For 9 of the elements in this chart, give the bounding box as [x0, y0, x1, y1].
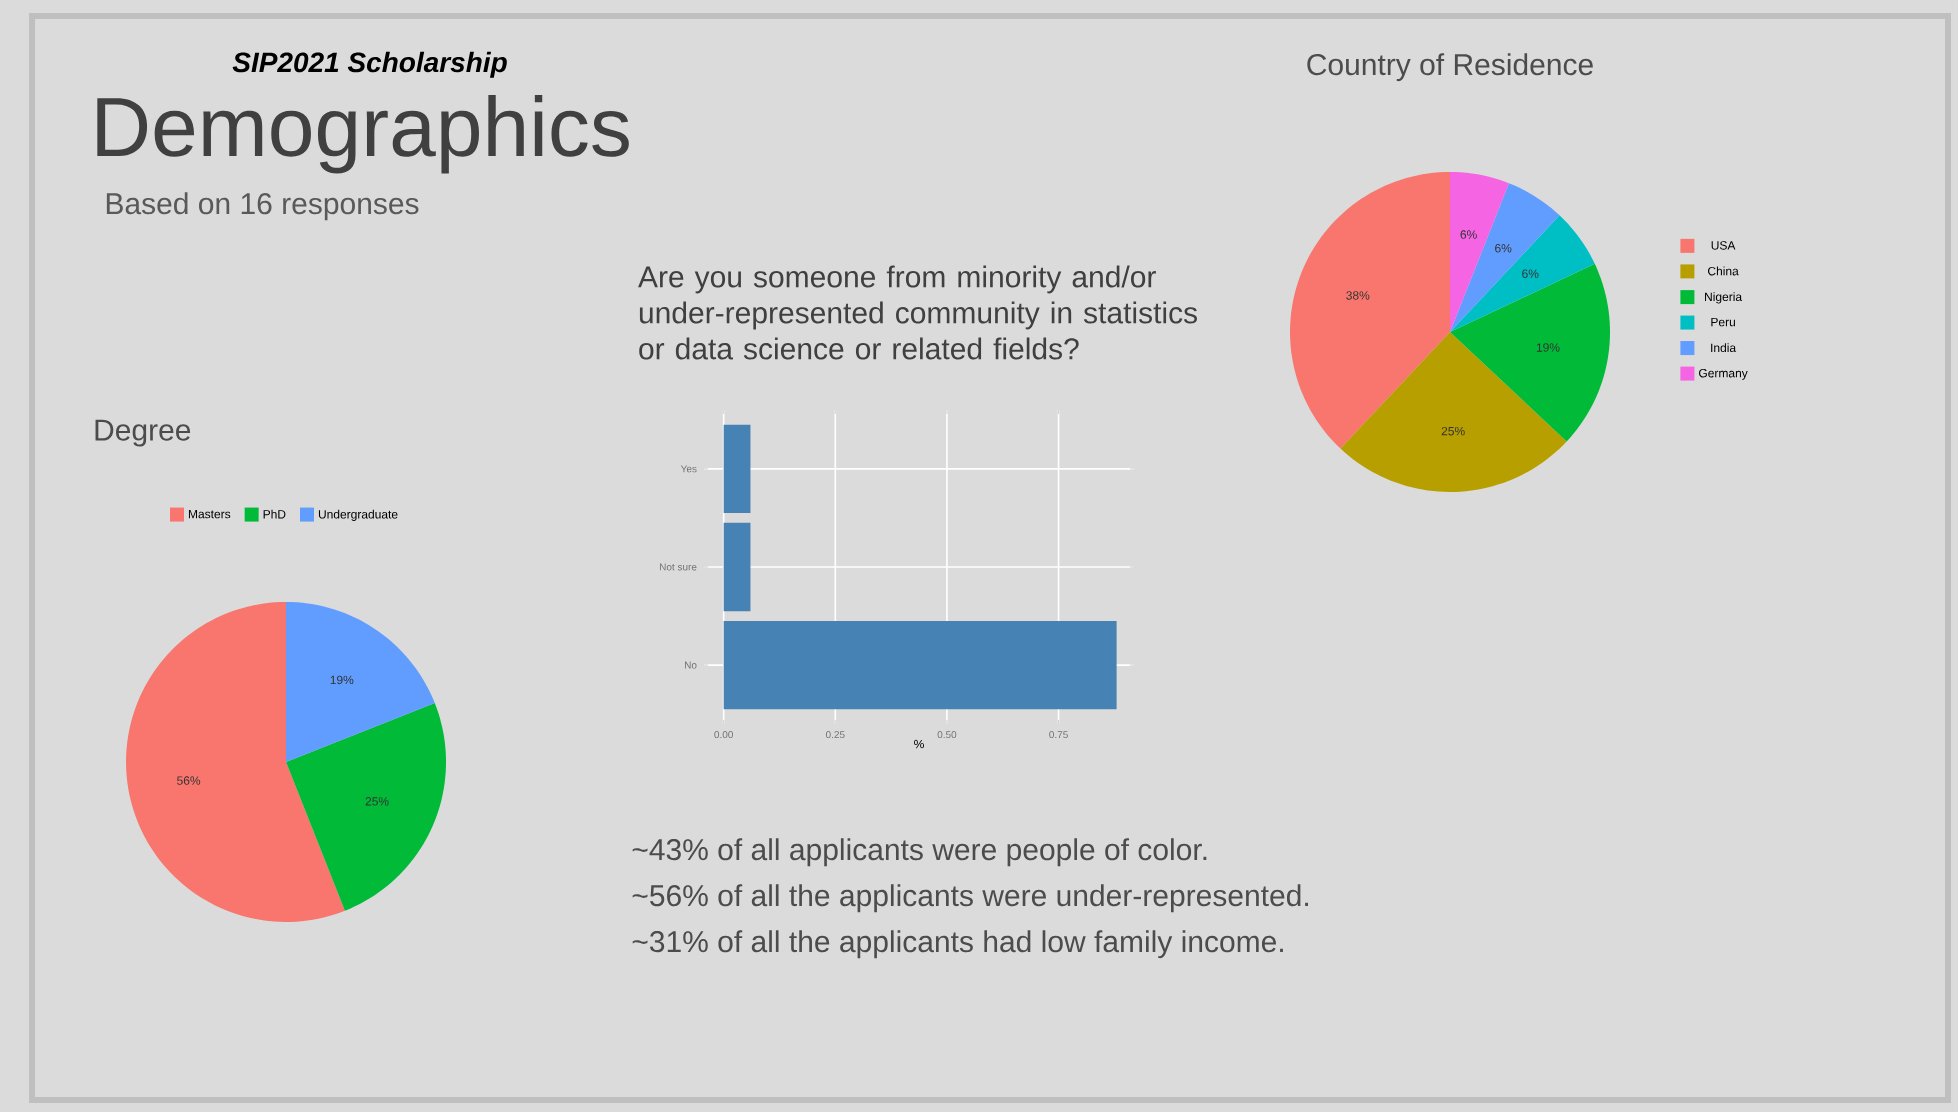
text: Demographics: [97, 95, 629, 174]
text: ~56% of all the applicants were under-represented.: [632, 884, 1308, 913]
chart-title: Degree: [95, 419, 191, 447]
text: Based on 16 responses: [106, 192, 419, 221]
text: ~31% of all the applicants had low family income.: [632, 930, 1283, 959]
text: ~43% of all applicants were people of color.: [632, 838, 1207, 867]
chart-title: Are you someone from minority and/or under-represented community in statistics or data science or related fields?: [638, 265, 1197, 360]
text: SIP2021 Scholarship: [232, 51, 507, 78]
chart-title: Country of Residence: [1307, 53, 1593, 82]
